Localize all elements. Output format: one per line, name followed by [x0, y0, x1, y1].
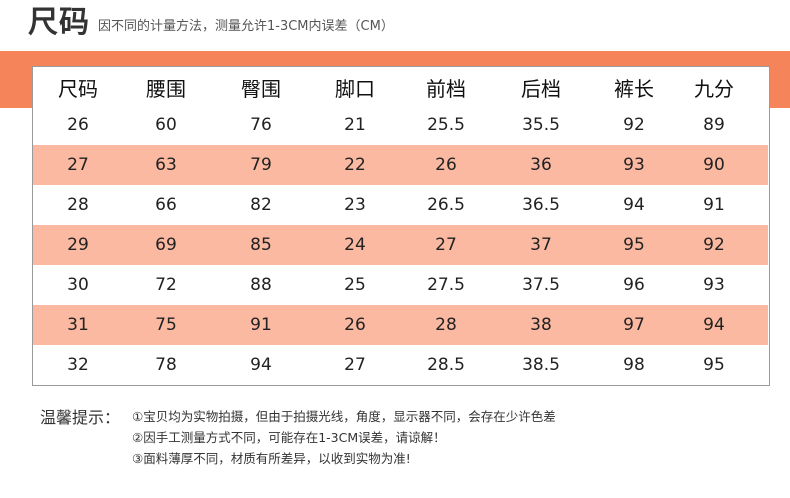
- table-cell: 85: [250, 235, 272, 255]
- table-cell: 69: [155, 235, 177, 255]
- table-cell: 82: [250, 195, 272, 215]
- column-header: 九分: [694, 77, 734, 101]
- table-cell: 37: [530, 235, 552, 255]
- table-cell: 38.5: [522, 355, 560, 375]
- table-cell: 27: [435, 235, 457, 255]
- table-cell: 35.5: [522, 115, 560, 135]
- table-cell: 63: [155, 155, 177, 175]
- column-header: 尺码: [58, 77, 98, 101]
- tip-line: ②因手工测量方式不同，可能存在1-3CM误差，请谅解！: [132, 430, 446, 445]
- table-cell: 72: [155, 275, 177, 295]
- size-table: 尺码 腰围 臀围 脚口 前档 后档 裤长 九分 26 60 76 21 25.5…: [32, 66, 770, 386]
- table-cell: 26.5: [427, 195, 465, 215]
- table-cell: 95: [703, 355, 725, 375]
- table-cell: 30: [67, 275, 89, 295]
- table-cell: 28: [67, 195, 89, 215]
- table-cell: 29: [67, 235, 89, 255]
- tips-label: 温馨提示：: [40, 408, 121, 427]
- table-cell: 36.5: [522, 195, 560, 215]
- column-header: 前档: [426, 77, 466, 101]
- table-cell: 96: [623, 275, 645, 295]
- table-cell: 94: [703, 315, 725, 335]
- table-cell: 36: [530, 155, 552, 175]
- table-cell: 91: [250, 315, 272, 335]
- table-cell: 37.5: [522, 275, 560, 295]
- table-cell: 75: [155, 315, 177, 335]
- table-cell: 88: [250, 275, 272, 295]
- table-cell: 98: [623, 355, 645, 375]
- header: 尺码 因不同的计量方法，测量允许1-3CM内误差（CM）: [28, 0, 394, 40]
- table-cell: 95: [623, 235, 645, 255]
- table-cell: 60: [155, 115, 177, 135]
- tip-line: ③面料薄厚不同，材质有所差异，以收到实物为准!: [132, 451, 411, 466]
- table-cell: 91: [703, 195, 725, 215]
- table-cell: 79: [250, 155, 272, 175]
- table-cell: 27.5: [427, 275, 465, 295]
- table-cell: 89: [703, 115, 725, 135]
- table-cell: 26: [344, 315, 366, 335]
- table-cell: 32: [67, 355, 89, 375]
- tip-line: ①宝贝均为实物拍摄，但由于拍摄光线，角度，显示器不同，会存在少许色差: [132, 409, 556, 424]
- table-cell: 27: [344, 355, 366, 375]
- table-cell: 94: [250, 355, 272, 375]
- table-header-row: 尺码 腰围 臀围 脚口 前档 后档 裤长 九分: [33, 69, 768, 109]
- column-header: 裤长: [614, 77, 654, 101]
- table-cell: 92: [703, 235, 725, 255]
- page-title: 尺码: [28, 5, 90, 40]
- table-row: 29 69 85 24 27 37 95 92: [33, 225, 768, 265]
- table-cell: 92: [623, 115, 645, 135]
- table-cell: 90: [703, 155, 725, 175]
- table-row: 31 75 91 26 28 38 97 94: [33, 305, 768, 345]
- page-subtitle: 因不同的计量方法，测量允许1-3CM内误差（CM）: [98, 19, 394, 34]
- table-row: 26 60 76 21 25.5 35.5 92 89: [33, 105, 768, 145]
- table-cell: 28.5: [427, 355, 465, 375]
- table-row: 28 66 82 23 26.5 36.5 94 91: [33, 185, 768, 225]
- column-header: 臀围: [241, 77, 281, 101]
- table-cell: 76: [250, 115, 272, 135]
- table-cell: 25: [344, 275, 366, 295]
- column-header: 后档: [521, 77, 561, 101]
- table-cell: 27: [67, 155, 89, 175]
- table-cell: 78: [155, 355, 177, 375]
- table-cell: 28: [435, 315, 457, 335]
- table-row: 30 72 88 25 27.5 37.5 96 93: [33, 265, 768, 305]
- table-cell: 93: [623, 155, 645, 175]
- table-cell: 97: [623, 315, 645, 335]
- table-cell: 94: [623, 195, 645, 215]
- table-cell: 26: [435, 155, 457, 175]
- table-cell: 23: [344, 195, 366, 215]
- table-cell: 21: [344, 115, 366, 135]
- table-row: 27 63 79 22 26 36 93 90: [33, 145, 768, 185]
- table-cell: 24: [344, 235, 366, 255]
- table-cell: 93: [703, 275, 725, 295]
- column-header: 腰围: [146, 77, 186, 101]
- table-cell: 22: [344, 155, 366, 175]
- column-header: 脚口: [335, 77, 375, 101]
- table-cell: 31: [67, 315, 89, 335]
- table-cell: 25.5: [427, 115, 465, 135]
- table-cell: 26: [67, 115, 89, 135]
- table-cell: 38: [530, 315, 552, 335]
- table-row: 32 78 94 27 28.5 38.5 98 95: [33, 345, 768, 385]
- table-cell: 66: [155, 195, 177, 215]
